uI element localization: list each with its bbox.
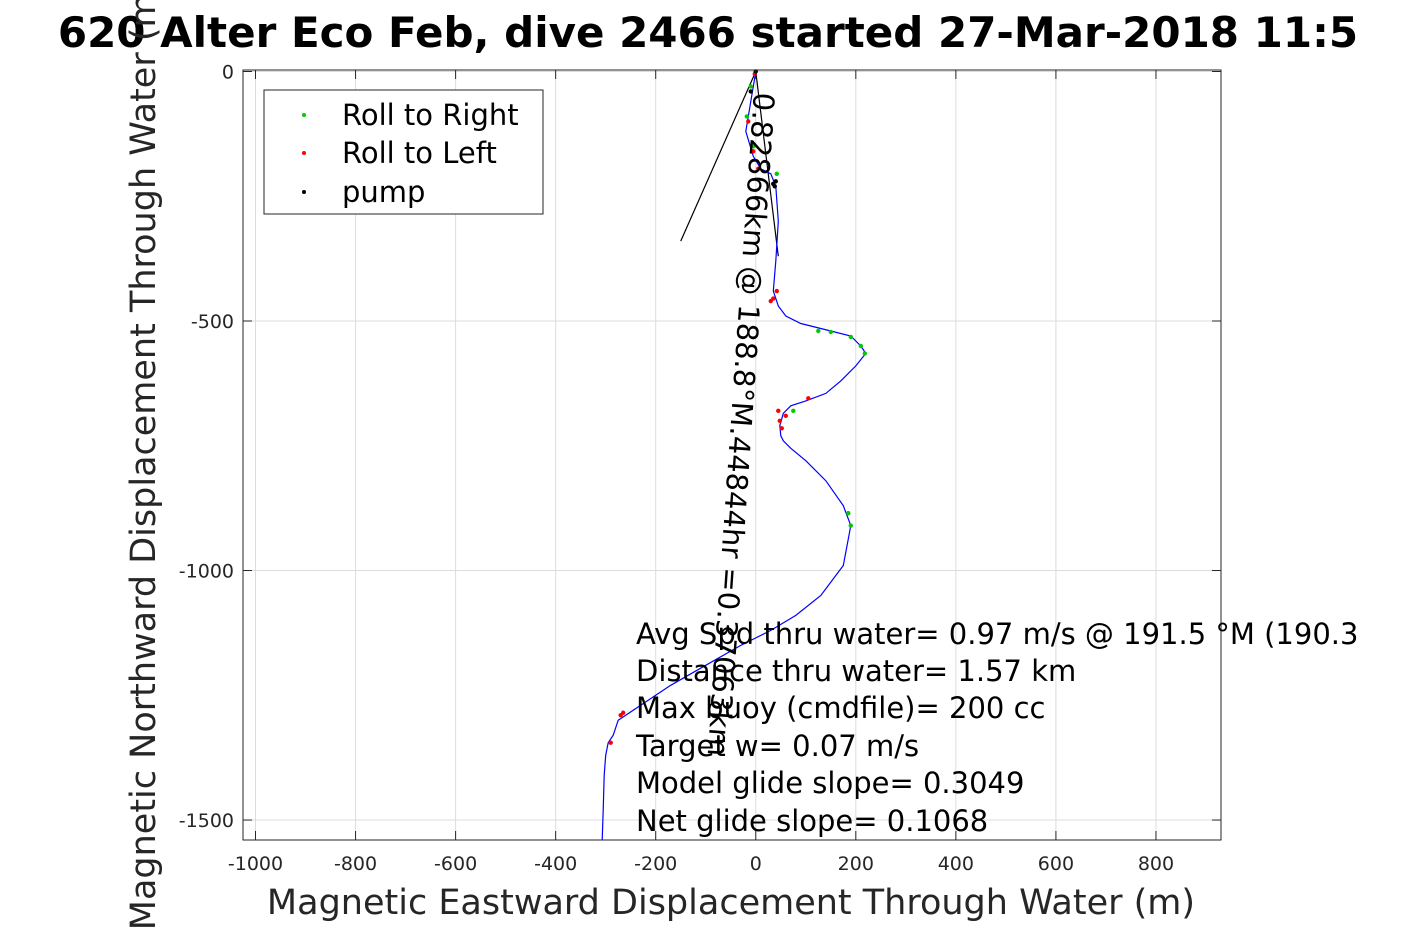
roll-left-point xyxy=(746,119,751,124)
x-tick-label: 800 xyxy=(1138,853,1174,875)
roll-left-point xyxy=(777,418,782,424)
roll-left-point xyxy=(756,166,761,172)
roll-left-point xyxy=(776,408,781,414)
roll-right-point xyxy=(751,144,756,149)
grid xyxy=(243,70,1221,840)
x-tick-label: -600 xyxy=(434,853,477,875)
roll-left-point xyxy=(618,713,623,718)
x-tick-label: -400 xyxy=(534,853,577,875)
legend-box xyxy=(263,89,544,215)
x-tick-label: -800 xyxy=(334,853,377,875)
y-tick-label: 0 xyxy=(222,61,234,83)
legend: Roll to Right Roll to Left pump xyxy=(263,89,544,215)
y-tick-label: -1500 xyxy=(179,810,234,832)
roll-right-point xyxy=(816,328,821,334)
roll-left-point xyxy=(783,413,788,419)
roll-right-point xyxy=(744,114,749,119)
x-tick-label: -200 xyxy=(634,853,677,875)
x-axis-label: Magnetic Eastward Displacement Through W… xyxy=(267,883,1195,923)
roll-left-point xyxy=(608,740,613,745)
roll-left-point xyxy=(771,296,776,301)
x-tick-label: 0 xyxy=(750,853,762,875)
roll-left-point xyxy=(751,149,756,154)
annotation-model-glide: Model glide slope= 0.3049 xyxy=(636,766,1024,800)
roll-right-point xyxy=(846,510,851,516)
legend-marker-pump xyxy=(302,190,306,194)
legend-marker-roll-left xyxy=(302,151,306,155)
annotation-block: Avg Spd thru water= 0.97 m/s @ 191.5 °M … xyxy=(635,617,1358,838)
roll-right-point xyxy=(848,334,854,340)
y-axis-label: Magnetic Northward Displacement Through … xyxy=(124,0,164,930)
pump-point xyxy=(772,184,777,189)
plot-frame xyxy=(242,69,1222,841)
legend-label-roll-right: Roll to Right xyxy=(342,98,519,132)
legend-marker-roll-right xyxy=(302,113,306,117)
track-layer xyxy=(601,71,867,841)
legend-label-roll-left: Roll to Left xyxy=(342,136,497,170)
roll-right-point xyxy=(791,408,796,414)
chart-title: 620 Alter Eco Feb, dive 2466 started 27-… xyxy=(58,8,1358,57)
annotation-net-glide: Net glide slope= 0.1068 xyxy=(636,804,988,838)
roll-right-point xyxy=(862,351,868,356)
legend-label-pump: pump xyxy=(342,175,425,209)
ticks: -1000 -800 -600 -400 -200 0 200 400 600 800 -1500 -… xyxy=(179,61,1221,875)
x-tick-label: 400 xyxy=(938,853,974,875)
track-line xyxy=(601,71,867,841)
x-tick-label: -1000 xyxy=(228,853,283,875)
roll-left-point xyxy=(774,288,779,294)
roll-left-point xyxy=(806,396,811,401)
annotation-target-w: Target w= 0.07 m/s xyxy=(635,729,919,763)
roll-right-point xyxy=(828,329,834,335)
heading-lines xyxy=(680,71,779,257)
roll-right-point xyxy=(848,523,854,528)
heading-line xyxy=(755,71,779,257)
heading-line xyxy=(680,71,757,242)
y-tick-label: -1000 xyxy=(179,561,234,583)
roll-left-point xyxy=(779,426,784,431)
y-tick-label: -500 xyxy=(191,311,234,333)
x-tick-label: 600 xyxy=(1038,853,1074,875)
roll-right-point xyxy=(858,343,864,349)
annotation-distance: Distance thru water= 1.57 km xyxy=(636,654,1076,688)
annotation-avg-speed: Avg Spd thru water= 0.97 m/s @ 191.5 °M … xyxy=(636,617,1358,651)
roll-right-point xyxy=(748,84,753,89)
roll-right-point xyxy=(774,171,779,176)
x-tick-label: 200 xyxy=(838,853,874,875)
annotation-max-buoy: Max buoy (cmdfile)= 200 cc xyxy=(636,691,1045,725)
pump-point xyxy=(748,89,753,94)
pump-point xyxy=(773,179,778,184)
